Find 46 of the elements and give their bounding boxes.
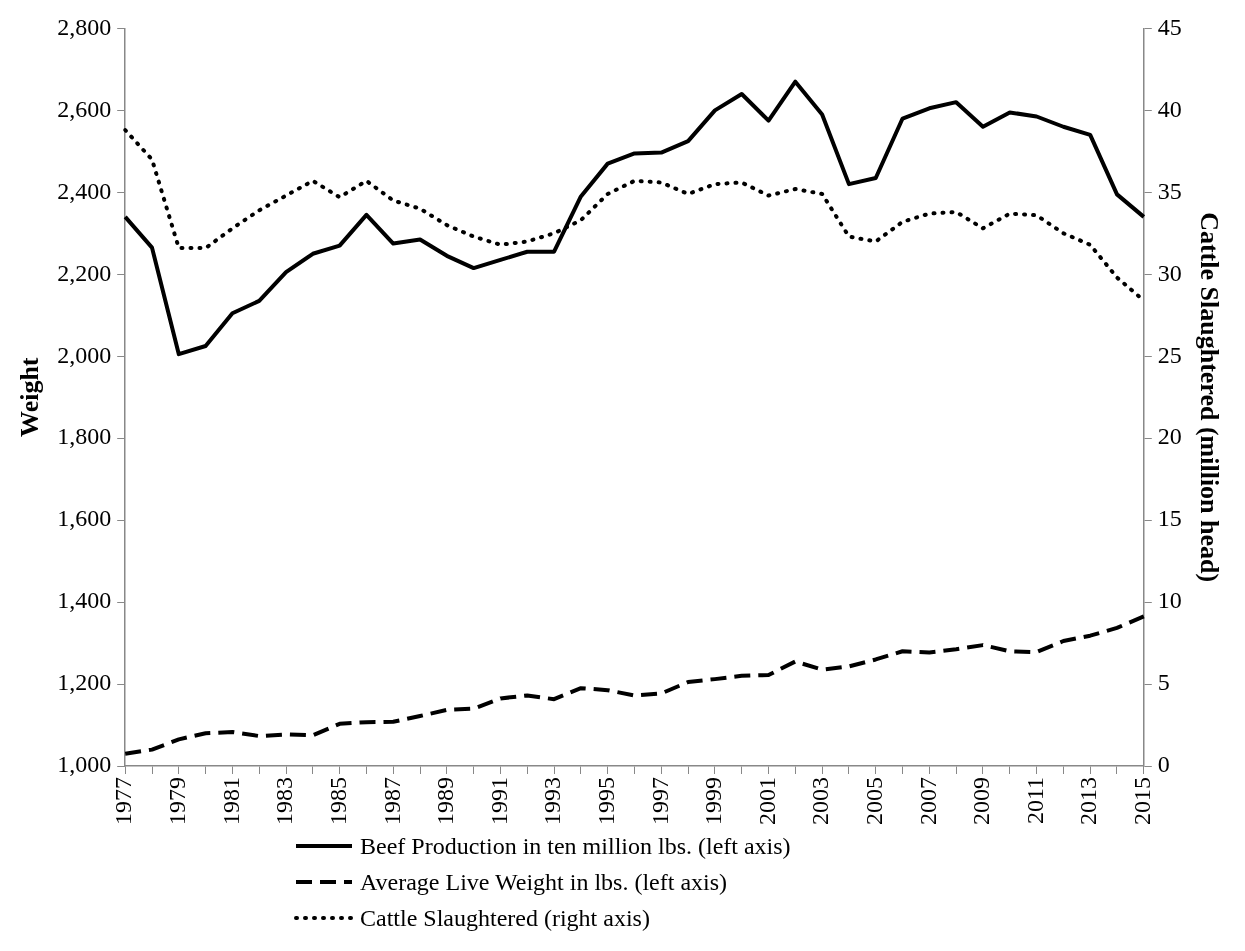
y2-tick-label: 35	[1157, 177, 1182, 204]
y2-tick-label: 25	[1157, 341, 1182, 368]
y2-tick-label: 30	[1157, 259, 1182, 286]
x-tick-label: 1991	[485, 777, 512, 825]
y2-tick-label: 10	[1157, 587, 1182, 614]
x-tick-label: 1995	[592, 777, 619, 825]
x-tick-label: 1977	[110, 777, 137, 825]
y-tick-label: 1,400	[57, 587, 112, 614]
y-tick-label: 1,600	[57, 505, 112, 532]
y-tick-label: 1,200	[57, 669, 112, 696]
y2-tick-label: 5	[1157, 669, 1170, 696]
y2-tick-label: 15	[1157, 505, 1182, 532]
y-tick-label: 2,000	[57, 341, 112, 368]
y2-tick-label: 0	[1157, 751, 1170, 778]
y-tick-label: 2,400	[57, 177, 112, 204]
y-tick-label: 1,000	[57, 751, 112, 778]
x-tick-label: 1993	[539, 777, 566, 825]
x-tick-label: 1983	[271, 777, 298, 825]
y-axis-title: Weight	[15, 357, 45, 437]
x-tick-label: 1985	[324, 777, 351, 825]
x-tick-label: 1979	[164, 777, 191, 825]
y-tick-label: 2,200	[57, 259, 112, 286]
x-tick-label: 2003	[807, 777, 834, 825]
x-tick-label: 2001	[753, 777, 780, 825]
x-tick-label: 1999	[700, 777, 727, 825]
line-series	[123, 614, 1146, 756]
x-tick-label: 1981	[217, 777, 244, 825]
legend-label: Average Live Weight in lbs. (left axis)	[360, 868, 728, 896]
x-tick-label: 2007	[914, 777, 941, 825]
x-tick-label: 1989	[432, 777, 459, 825]
x-tick-label: 2005	[861, 777, 888, 825]
y2-tick-label: 40	[1157, 95, 1182, 122]
y2-tick-label: 45	[1157, 13, 1182, 40]
y2-tick-label: 20	[1157, 423, 1182, 450]
x-tick-label: 2013	[1075, 777, 1102, 825]
y-tick-label: 2,800	[57, 13, 112, 40]
y2-axis-title: Cattle Slaughtered (million head)	[1194, 212, 1224, 583]
x-tick-label: 1987	[378, 777, 405, 825]
x-tick-label: 2011	[1021, 777, 1048, 825]
y-tick-label: 1,800	[57, 423, 112, 450]
x-tick-label: 2015	[1129, 777, 1156, 825]
x-tick-label: 2009	[968, 777, 995, 825]
legend-label: Beef Production in ten million lbs. (left axis)	[360, 832, 791, 860]
x-tick-label: 1997	[646, 777, 673, 825]
legend-label: Cattle Slaughtered (right axis)	[360, 904, 650, 932]
y-tick-label: 2,600	[57, 95, 112, 122]
